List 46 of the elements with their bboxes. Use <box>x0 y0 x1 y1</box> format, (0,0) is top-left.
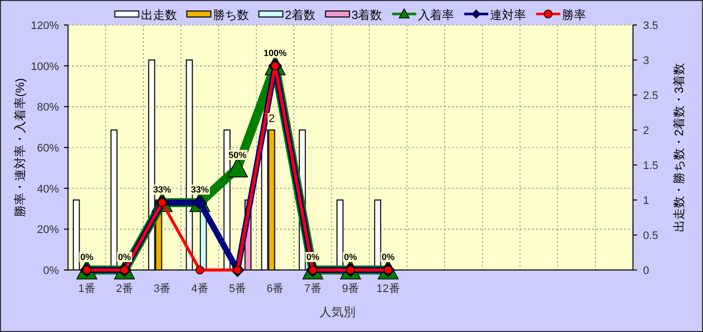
point <box>227 158 248 178</box>
y2-tick-label: 1 <box>643 195 650 207</box>
x-tick-label: 6番 <box>266 282 284 295</box>
y2-tick-label: 3.5 <box>643 20 658 32</box>
y-tick-label: 120% <box>30 20 60 32</box>
x-tick-label: 2番 <box>116 282 134 295</box>
data-label: 0% <box>344 252 358 262</box>
data-label: 0% <box>118 252 132 262</box>
x-tick-label: 4番 <box>191 282 208 295</box>
legend-label: 勝率 <box>562 8 586 22</box>
data-label: 0% <box>306 252 320 262</box>
y-axis-title: 勝率・連対率・入着率(%) <box>13 78 27 217</box>
data-label: 33% <box>153 184 172 195</box>
legend-label: 入着率 <box>418 8 454 22</box>
x-tick-label: 9番 <box>342 282 360 295</box>
y2-tick-label: 2.5 <box>643 90 658 102</box>
legend-label: 勝ち数 <box>212 8 249 22</box>
x-tick-label: 5番 <box>228 282 246 295</box>
legend-label: 2着数 <box>284 8 316 22</box>
legend-label: 連対率 <box>490 8 526 22</box>
y2-tick-label: 2 <box>643 125 650 137</box>
y2-axis-title: 出走数・勝ち数・2着数・3着数 <box>672 62 686 232</box>
x-tick-label: 12番 <box>376 282 400 295</box>
legend-label: 3着数 <box>352 8 382 22</box>
data-label: 0% <box>80 252 94 262</box>
point <box>195 266 204 274</box>
x-tick-label: 1番 <box>78 282 96 295</box>
y-tick-label: 100% <box>30 60 60 73</box>
y-tick-label: 40% <box>36 183 60 196</box>
data-label: 50% <box>228 150 247 160</box>
data-label: 2 <box>268 113 275 125</box>
y-tick-label: 60% <box>36 142 60 154</box>
y-tick-label: 20% <box>36 224 60 236</box>
data-label: 33% <box>190 184 209 195</box>
x-tick-label: 7番 <box>304 282 322 295</box>
legend-label: 出走数 <box>140 8 177 22</box>
x-tick-label: 3番 <box>154 282 171 295</box>
data-label: 0% <box>382 252 395 262</box>
y-tick-label: 0% <box>43 265 60 277</box>
y2-tick-label: 0.5 <box>643 230 658 242</box>
y2-tick-label: 1.5 <box>643 160 658 172</box>
data-label: 100% <box>264 48 287 58</box>
y2-tick-label: 0 <box>643 265 650 277</box>
y-tick-label: 80% <box>36 102 60 114</box>
x-axis-title: 人気別 <box>320 305 356 319</box>
y2-tick-label: 3 <box>643 55 650 67</box>
